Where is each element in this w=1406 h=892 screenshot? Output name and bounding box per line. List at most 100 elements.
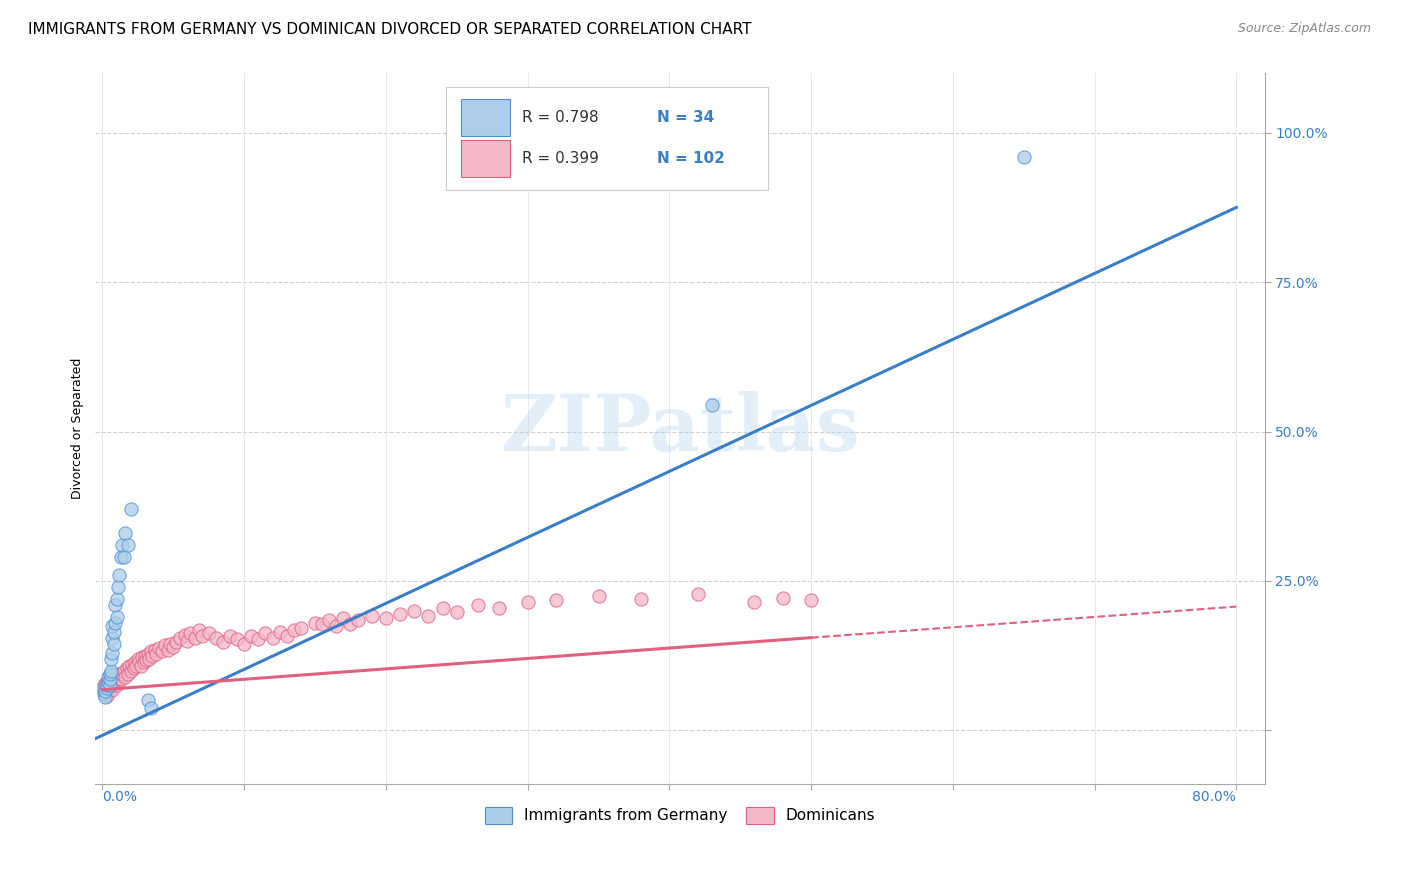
- Point: [101, 618, 124, 632]
- Point: [124, 655, 146, 669]
- Point: [262, 631, 284, 645]
- Point: [112, 549, 135, 564]
- Point: [100, 680, 122, 694]
- Point: [121, 657, 143, 672]
- Point: [96, 689, 118, 703]
- Point: [169, 631, 191, 645]
- Point: [153, 639, 176, 653]
- Point: [100, 673, 122, 687]
- Point: [93, 684, 115, 698]
- Point: [96, 681, 118, 696]
- Point: [446, 605, 468, 619]
- Point: [94, 684, 117, 698]
- Point: [139, 700, 162, 714]
- Point: [114, 526, 136, 541]
- Point: [103, 637, 125, 651]
- Point: [103, 676, 125, 690]
- Point: [117, 666, 139, 681]
- Point: [108, 668, 131, 682]
- Text: R = 0.399: R = 0.399: [522, 151, 599, 166]
- Point: [233, 637, 256, 651]
- Point: [226, 632, 249, 647]
- Point: [107, 671, 129, 685]
- Point: [311, 616, 333, 631]
- Point: [304, 615, 326, 630]
- Point: [240, 629, 263, 643]
- Point: [141, 648, 163, 663]
- Text: IMMIGRANTS FROM GERMANY VS DOMINICAN DIVORCED OR SEPARATED CORRELATION CHART: IMMIGRANTS FROM GERMANY VS DOMINICAN DIV…: [28, 22, 752, 37]
- Point: [110, 549, 132, 564]
- Point: [346, 613, 368, 627]
- Point: [103, 668, 125, 682]
- Point: [111, 666, 134, 681]
- Point: [111, 538, 134, 552]
- Point: [686, 587, 709, 601]
- Text: R = 0.798: R = 0.798: [522, 111, 599, 125]
- Point: [318, 613, 340, 627]
- Point: [138, 651, 160, 665]
- Point: [159, 637, 181, 651]
- Point: [467, 598, 489, 612]
- FancyBboxPatch shape: [446, 87, 768, 190]
- Point: [98, 669, 121, 683]
- Point: [129, 658, 152, 673]
- Point: [162, 640, 184, 654]
- Point: [104, 615, 127, 630]
- Point: [108, 568, 131, 582]
- Point: [219, 629, 242, 643]
- Point: [101, 674, 124, 689]
- Point: [94, 690, 117, 705]
- Point: [544, 593, 567, 607]
- Point: [98, 676, 121, 690]
- Point: [418, 608, 440, 623]
- Point: [247, 632, 270, 647]
- Point: [488, 600, 510, 615]
- Point: [176, 633, 198, 648]
- Point: [290, 620, 312, 634]
- Point: [103, 624, 125, 639]
- Point: [93, 688, 115, 702]
- Text: 80.0%: 80.0%: [1192, 790, 1236, 804]
- Point: [120, 664, 142, 678]
- Y-axis label: Divorced or Separated: Divorced or Separated: [72, 358, 84, 500]
- Point: [630, 591, 652, 606]
- Point: [212, 635, 235, 649]
- Point: [276, 629, 298, 643]
- Text: N = 102: N = 102: [657, 151, 724, 166]
- Point: [97, 669, 120, 683]
- Point: [97, 673, 120, 687]
- Point: [107, 580, 129, 594]
- Point: [93, 681, 115, 696]
- Text: ZIPatlas: ZIPatlas: [501, 391, 860, 467]
- Point: [96, 675, 118, 690]
- Text: 0.0%: 0.0%: [103, 790, 138, 804]
- Point: [93, 678, 115, 692]
- Point: [150, 644, 173, 658]
- Point: [114, 669, 136, 683]
- Point: [127, 651, 149, 665]
- FancyBboxPatch shape: [461, 140, 510, 177]
- Point: [187, 623, 209, 637]
- Point: [432, 600, 454, 615]
- Point: [143, 642, 166, 657]
- Legend: Immigrants from Germany, Dominicans: Immigrants from Germany, Dominicans: [478, 801, 882, 830]
- Point: [98, 682, 121, 697]
- Point: [283, 623, 305, 637]
- Point: [101, 631, 124, 645]
- Point: [110, 673, 132, 687]
- Point: [254, 626, 277, 640]
- Point: [120, 502, 142, 516]
- Point: [136, 693, 159, 707]
- Point: [148, 640, 170, 655]
- Point: [122, 660, 145, 674]
- Point: [98, 666, 121, 681]
- Point: [105, 678, 128, 692]
- Point: [205, 631, 228, 645]
- Point: [165, 635, 187, 649]
- Point: [117, 538, 139, 552]
- Point: [105, 673, 128, 687]
- Point: [112, 664, 135, 678]
- Point: [96, 678, 118, 692]
- Point: [179, 626, 201, 640]
- Text: N = 34: N = 34: [657, 111, 714, 125]
